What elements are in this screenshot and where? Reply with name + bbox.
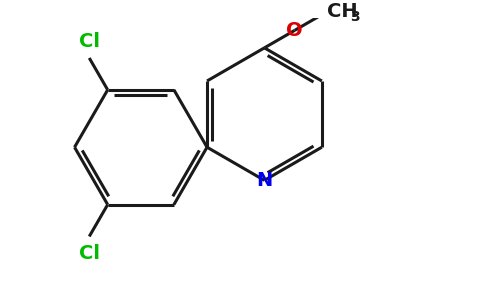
Text: Cl: Cl: [79, 32, 100, 51]
Text: CH: CH: [327, 2, 357, 22]
Text: 3: 3: [350, 10, 360, 24]
Text: N: N: [257, 171, 272, 190]
Text: Cl: Cl: [79, 244, 100, 263]
Text: O: O: [287, 21, 303, 40]
